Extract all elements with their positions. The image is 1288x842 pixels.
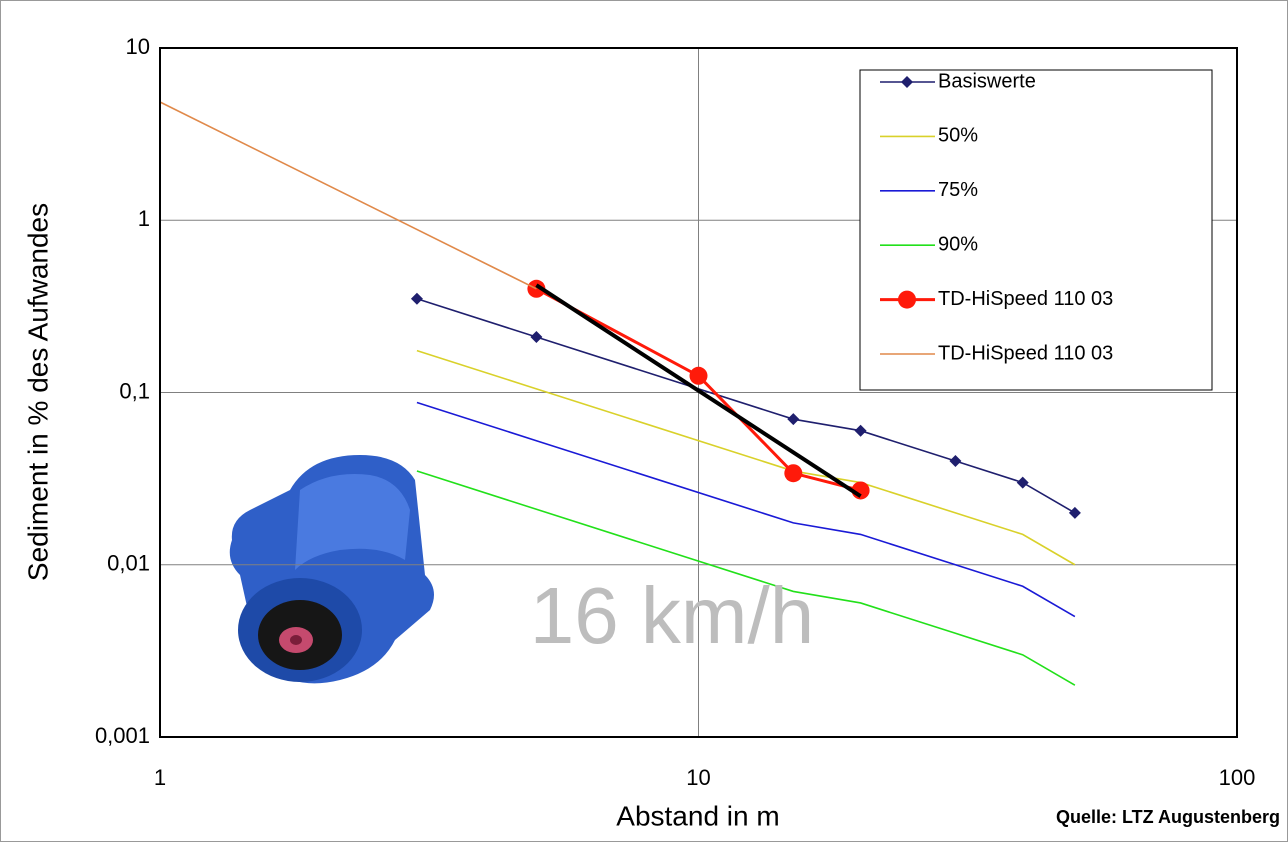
source: Quelle: LTZ Augustenberg — [1056, 807, 1280, 827]
legend-label: 90% — [938, 233, 978, 255]
chart: 16 km/h Abstand in m Sediment in % des A… — [0, 0, 1288, 842]
y-tick-label: 0,01 — [107, 551, 150, 576]
x-tick-label: 100 — [1219, 765, 1256, 790]
annotation: 16 km/h — [530, 571, 815, 660]
legend-label: TD-HiSpeed 110 03 — [938, 342, 1113, 364]
legend-marker — [898, 291, 916, 309]
legend-label: 75% — [938, 179, 978, 201]
y-tick-label: 0,1 — [119, 378, 150, 403]
x-tick-label: 1 — [154, 765, 166, 790]
marker — [690, 367, 708, 385]
legend-label: TD-HiSpeed 110 03 — [938, 288, 1113, 310]
x-tick-label: 10 — [686, 765, 710, 790]
legend-label: 50% — [938, 125, 978, 147]
legend-label: Basiswerte — [938, 70, 1036, 92]
y-axis-title: Sediment in % des Aufwandes — [22, 203, 53, 581]
y-tick-label: 0,001 — [95, 723, 150, 748]
marker — [784, 464, 802, 482]
legend: Basiswerte 50% 75% 90% TD-HiSpeed 110 03 TD-H… — [860, 70, 1212, 390]
y-tick-label: 1 — [138, 206, 150, 231]
y-tick-label: 10 — [126, 34, 150, 59]
x-axis-title: Abstand in m — [616, 800, 779, 831]
